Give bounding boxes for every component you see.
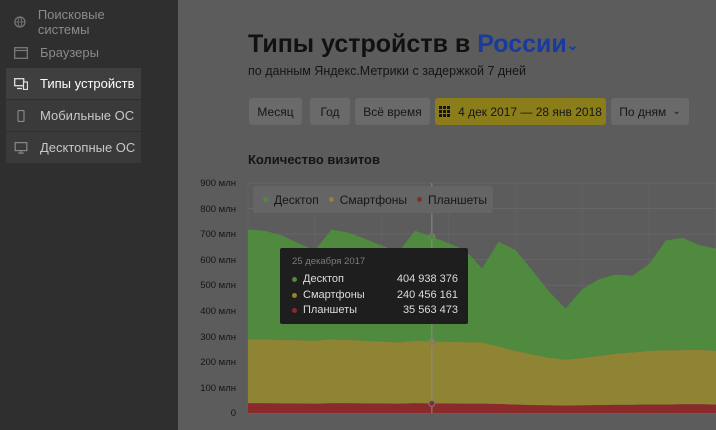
chart-tooltip: 25 декабря 2017 Десктоп 404 938 376 Смарт…	[280, 248, 468, 324]
area-series-tablets[interactable]	[248, 403, 716, 413]
tooltip-series-name: Планшеты	[303, 304, 358, 316]
group-by-dropdown[interactable]: По дням ⌄	[611, 98, 689, 125]
group-by-label: По дням	[619, 104, 667, 119]
period-year-label: Год	[320, 104, 340, 119]
legend-item-smartphones[interactable]: Смартфоны	[328, 192, 408, 207]
y-tick-label: 400 млн	[200, 306, 236, 317]
sidebar-item-label: Поисковые системы	[37, 6, 105, 37]
visits-area-chart[interactable]	[220, 0, 716, 430]
hover-point	[428, 400, 436, 408]
sidebar-item-device-types[interactable]: Типы устройств	[6, 68, 141, 99]
tooltip-row-tablets: Планшеты 35 563 473	[292, 304, 458, 316]
y-tick-label: 700 млн	[200, 229, 236, 240]
monitor-icon	[14, 141, 28, 154]
period-all-time-label: Всё время	[363, 104, 422, 119]
legend-label: Десктоп	[274, 192, 319, 207]
tooltip-date: 25 декабря 2017	[292, 256, 366, 267]
sidebar-item-label: Мобильные ОС	[40, 108, 135, 123]
y-tick-label: 800 млн	[200, 204, 236, 215]
chevron-down-icon: ⌄	[566, 36, 579, 53]
calendar-icon	[439, 106, 451, 117]
legend-item-tablets[interactable]: Планшеты	[417, 193, 487, 207]
hover-point	[428, 233, 436, 241]
phone-icon	[17, 109, 25, 122]
chart-legend: Десктоп Смартфоны Планшеты	[253, 186, 493, 213]
legend-dot	[263, 197, 268, 202]
y-tick-label: 500 млн	[200, 280, 236, 291]
y-tick-label: 0	[230, 408, 236, 419]
page-title: Типы устройств в России⌄	[248, 30, 579, 59]
tooltip-value: 35 563 473	[402, 304, 458, 316]
sidebar-item-label: Типы устройств	[40, 76, 135, 91]
tooltip-dot	[292, 307, 297, 313]
devices-icon	[14, 77, 28, 90]
period-all-time-button[interactable]: Всё время	[355, 98, 430, 125]
legend-dot	[328, 197, 334, 202]
page-subtitle: по данным Яндекс.Метрики с задержкой 7 д…	[248, 64, 527, 78]
sidebar: Поисковые системы Браузеры Типы устройст…	[0, 0, 178, 430]
tooltip-row-desktop: Десктоп 404 938 376	[292, 273, 458, 285]
sidebar-item-browsers[interactable]: Браузеры	[6, 37, 141, 68]
y-tick-label: 100 млн	[200, 383, 236, 394]
tooltip-series-name: Десктоп	[303, 273, 344, 285]
tooltip-row-smartphones: Смартфоны 240 456 161	[292, 289, 458, 301]
tooltip-value: 240 456 161	[396, 289, 458, 301]
legend-label: Планшеты	[428, 192, 487, 207]
sidebar-item-mobile-os[interactable]: Мобильные ОС	[6, 100, 141, 131]
sidebar-item-label: Браузеры	[40, 45, 99, 60]
date-range-label: 4 дек 2017 — 28 янв 2018	[458, 104, 602, 119]
browser-window-icon	[14, 46, 28, 59]
sidebar-item-search-engines[interactable]: Поисковые системы	[6, 6, 141, 37]
legend-dot	[417, 197, 423, 202]
y-tick-label: 300 млн	[200, 332, 236, 343]
legend-item-desktop[interactable]: Десктоп	[263, 193, 319, 207]
date-range-button[interactable]: 4 дек 2017 — 28 янв 2018	[435, 98, 606, 125]
tooltip-dot	[292, 276, 297, 282]
hover-point	[428, 337, 436, 345]
period-month-button[interactable]: Месяц	[249, 98, 302, 125]
y-tick-label: 200 млн	[200, 357, 236, 368]
chevron-down-icon: ⌄	[672, 106, 681, 117]
y-tick-label: 900 млн	[200, 178, 236, 189]
globe-icon	[14, 15, 26, 28]
tooltip-dot	[292, 292, 297, 298]
title-prefix: Типы устройств в	[248, 30, 471, 58]
period-month-label: Месяц	[257, 104, 294, 119]
sidebar-item-label: Десктопные ОС	[40, 140, 136, 155]
period-year-button[interactable]: Год	[310, 98, 350, 125]
chart-title: Количество визитов	[248, 152, 380, 167]
tooltip-value: 404 938 376	[396, 273, 458, 285]
sidebar-item-desktop-os[interactable]: Десктопные ОС	[6, 132, 141, 163]
y-tick-label: 600 млн	[200, 255, 236, 266]
region-name: России	[477, 30, 567, 58]
tooltip-series-name: Смартфоны	[303, 289, 365, 301]
region-selector[interactable]: России⌄	[477, 30, 578, 58]
area-series-smartphones[interactable]	[248, 339, 716, 406]
legend-label: Смартфоны	[339, 192, 408, 207]
